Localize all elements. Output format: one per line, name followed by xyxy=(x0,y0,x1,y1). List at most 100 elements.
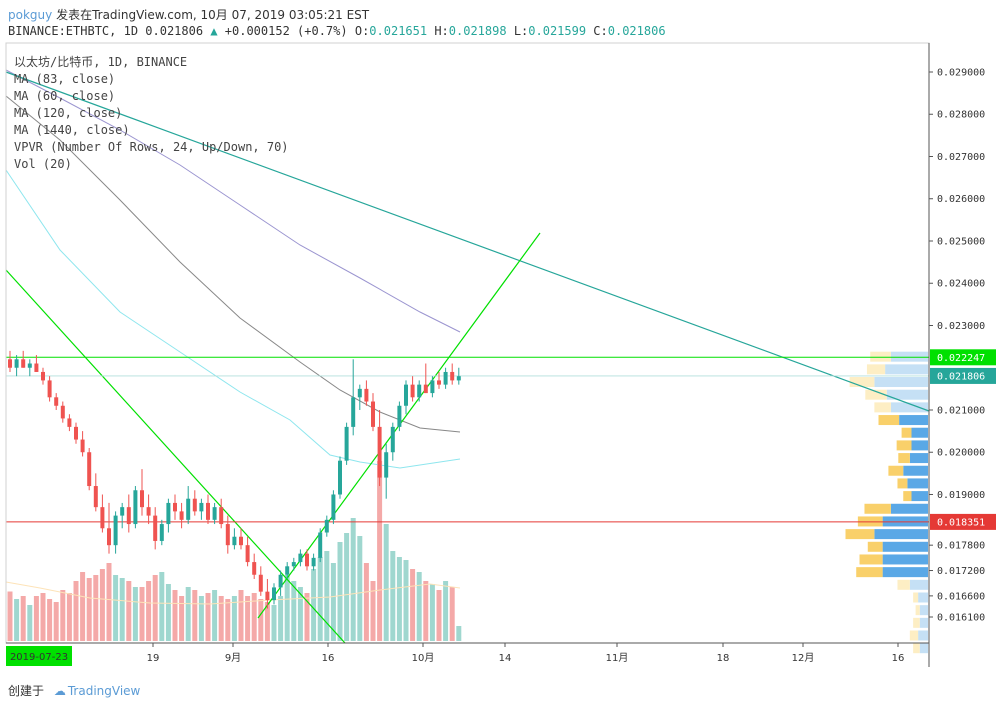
footer: 创建于 ☁ TradingView xyxy=(8,682,140,699)
candle-body xyxy=(8,359,12,368)
volume-bar xyxy=(80,572,86,641)
vpvr-down-bar xyxy=(882,567,928,578)
candle-body xyxy=(192,498,197,512)
vpvr-up-bar xyxy=(865,389,887,400)
candle-body xyxy=(285,566,290,575)
legend-ma-1440[interactable]: MA (1440, close) xyxy=(14,123,130,137)
header-line-2: BINANCE:ETHBTC, 1D 0.021806 ▲ +0.000152 … xyxy=(8,24,666,38)
price-tag-label: 0.021806 xyxy=(937,371,985,382)
vpvr-down-bar xyxy=(885,364,928,375)
volume-bar xyxy=(27,605,33,641)
vpvr-up-bar xyxy=(915,605,920,616)
ma-60-line xyxy=(5,169,461,469)
legend-ma-83[interactable]: MA (83, close) xyxy=(14,72,116,86)
candle-body xyxy=(225,524,230,546)
indicator-legend: 以太坊/比特币, 1D, BINANCE MA (83, close) MA (… xyxy=(14,54,289,173)
volume-bar xyxy=(436,590,442,641)
candle-body xyxy=(47,380,52,398)
x-tick-label: 11月 xyxy=(606,652,629,664)
x-tick-label: 9月 xyxy=(225,652,241,664)
brand-link[interactable]: TradingView xyxy=(67,684,141,698)
vpvr-up-bar xyxy=(866,364,886,375)
candle-body xyxy=(232,536,237,546)
vpvr-down-bar xyxy=(874,377,928,388)
candles xyxy=(8,350,461,609)
candle-body xyxy=(199,502,204,512)
candle-body xyxy=(318,532,323,558)
volume-bar xyxy=(152,575,158,641)
candle-body xyxy=(60,405,65,419)
price-tag-label: 0.022247 xyxy=(937,353,985,364)
candle-body xyxy=(153,515,158,541)
volume-bar xyxy=(311,569,317,641)
candle-body xyxy=(107,528,111,546)
candle-body xyxy=(371,401,375,427)
volume-bar xyxy=(159,572,165,641)
volume-bar xyxy=(271,605,277,641)
published-text: 发表在TradingView.com, 10月 07, 2019 03:05:2… xyxy=(56,8,370,22)
candle-body xyxy=(41,371,45,381)
volume-bar xyxy=(429,584,435,641)
ma-1440-line xyxy=(5,581,461,605)
volume-bar xyxy=(291,581,297,641)
volume-bar xyxy=(449,587,455,641)
candle-body xyxy=(351,397,356,427)
candle-body xyxy=(364,388,369,402)
close-label: C: xyxy=(593,24,608,38)
vpvr-down-bar xyxy=(911,491,928,502)
vpvr-down-bar xyxy=(882,541,928,552)
legend-symbol[interactable]: 以太坊/比特币, 1D, BINANCE xyxy=(14,55,188,69)
candle-body xyxy=(265,591,270,601)
legend-ma-120[interactable]: MA (120, close) xyxy=(14,106,123,120)
created-label: 创建于 xyxy=(8,684,45,698)
vpvr-up-bar xyxy=(897,478,908,489)
candle-body xyxy=(219,507,224,525)
legend-ma-60[interactable]: MA (60, close) xyxy=(14,89,116,103)
volume-bar xyxy=(251,593,257,641)
volume-bar xyxy=(396,557,402,641)
vpvr-profile xyxy=(845,351,928,654)
vpvr-up-bar xyxy=(888,465,904,476)
volume-bar xyxy=(33,596,39,641)
candle-body xyxy=(166,502,171,525)
candle-body xyxy=(311,557,316,567)
candle-body xyxy=(390,426,395,453)
volume-bar xyxy=(86,578,92,641)
volume-bar xyxy=(113,575,119,641)
y-tick-label: 0.023000 xyxy=(937,321,985,332)
vpvr-down-bar xyxy=(874,529,928,540)
vpvr-up-bar xyxy=(903,491,912,502)
candle-body xyxy=(450,371,455,381)
vpvr-down-bar xyxy=(909,579,928,590)
vpvr-down-bar xyxy=(890,351,928,362)
y-tick-label: 0.027000 xyxy=(937,152,985,163)
candle-body xyxy=(14,359,19,368)
candle-body xyxy=(159,524,164,541)
volume-bar xyxy=(383,524,389,641)
candle-body xyxy=(443,371,448,385)
volume-bar xyxy=(350,518,356,641)
vpvr-down-bar xyxy=(890,503,928,514)
candle-body xyxy=(245,545,250,563)
candle-body xyxy=(331,494,336,520)
legend-vol[interactable]: Vol (20) xyxy=(14,157,72,171)
vpvr-down-bar xyxy=(919,617,928,628)
vpvr-down-bar xyxy=(907,478,928,489)
y-tick-label: 0.028000 xyxy=(937,110,985,121)
tradingview-logo-icon[interactable]: ☁ xyxy=(53,684,66,698)
last-price: 0.021806 xyxy=(145,24,204,38)
volume-bar xyxy=(60,590,66,641)
vpvr-up-bar xyxy=(845,529,875,540)
candle-body xyxy=(338,460,342,495)
volume-bar xyxy=(423,581,429,641)
candle-body xyxy=(126,507,131,525)
candle-body xyxy=(404,384,408,406)
low-label: L: xyxy=(513,24,529,38)
candle-body xyxy=(67,418,72,427)
candle-body xyxy=(456,376,461,381)
legend-vpvr[interactable]: VPVR (Number Of Rows, 24, Up/Down, 70) xyxy=(14,140,289,154)
author-name[interactable]: pokguy xyxy=(8,8,53,22)
vpvr-up-bar xyxy=(856,567,883,578)
ma-83-line xyxy=(5,69,461,333)
